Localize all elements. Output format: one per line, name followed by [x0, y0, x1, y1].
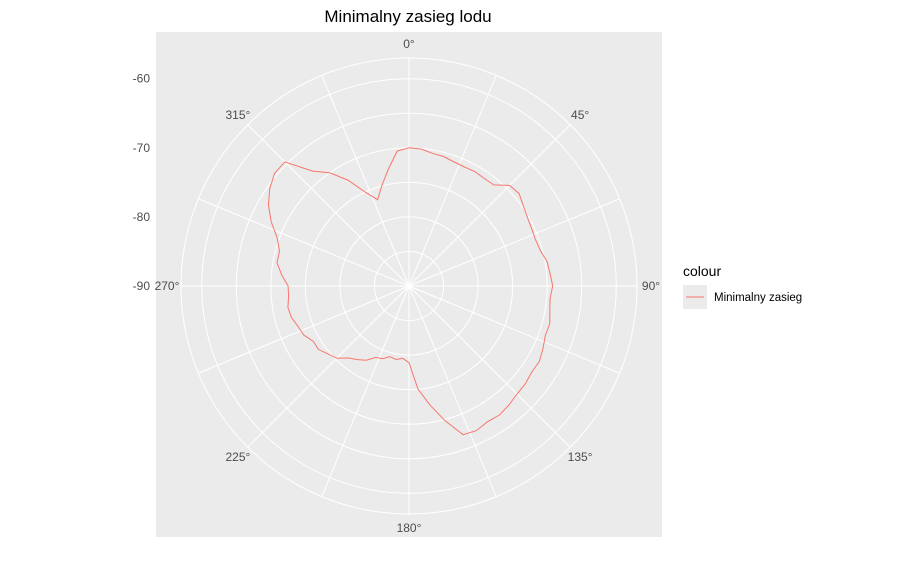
angle-tick-label: 90° — [642, 279, 660, 293]
radial-tick-label: -80 — [133, 210, 151, 224]
series-layer — [267, 147, 554, 436]
radial-tick-label: -60 — [133, 72, 151, 86]
radial-tick-label: -70 — [133, 141, 151, 155]
grid-spoke — [247, 285, 410, 448]
angle-tick-label: 315° — [225, 108, 250, 122]
angle-tick-label: 0° — [403, 37, 415, 51]
grid-spoke — [408, 198, 620, 287]
angle-tick-label: 45° — [571, 108, 589, 122]
grid-spoke — [408, 285, 497, 497]
grid-spoke — [321, 285, 410, 497]
radial-tick-labels: -60 -70 -80 -90 — [133, 72, 151, 293]
grid-spoke — [247, 124, 410, 287]
legend: colour Minimalny zasieg — [683, 263, 802, 309]
angle-tick-labels: 0° 45° 90° 135° 180° 225° 270° 315° — [155, 37, 661, 535]
grid-spoke — [408, 75, 497, 287]
grid-spoke — [198, 285, 410, 374]
angle-tick-label: 135° — [568, 450, 593, 464]
grid-spoke — [321, 75, 410, 287]
grid — [180, 57, 638, 515]
chart-title: Minimalny zasieg lodu — [324, 7, 491, 26]
legend-title: colour — [683, 263, 721, 279]
radial-tick-label: -90 — [133, 279, 151, 293]
grid-spoke — [408, 124, 571, 287]
angle-tick-label: 180° — [397, 521, 422, 535]
angle-tick-label: 270° — [155, 279, 180, 293]
grid-spoke — [198, 198, 410, 287]
angle-tick-label: 225° — [225, 450, 250, 464]
legend-entry-label: Minimalny zasieg — [714, 292, 802, 304]
series-line-minimalny-zasieg — [267, 147, 554, 436]
grid-spoke — [408, 285, 620, 374]
grid-spoke — [408, 285, 571, 448]
